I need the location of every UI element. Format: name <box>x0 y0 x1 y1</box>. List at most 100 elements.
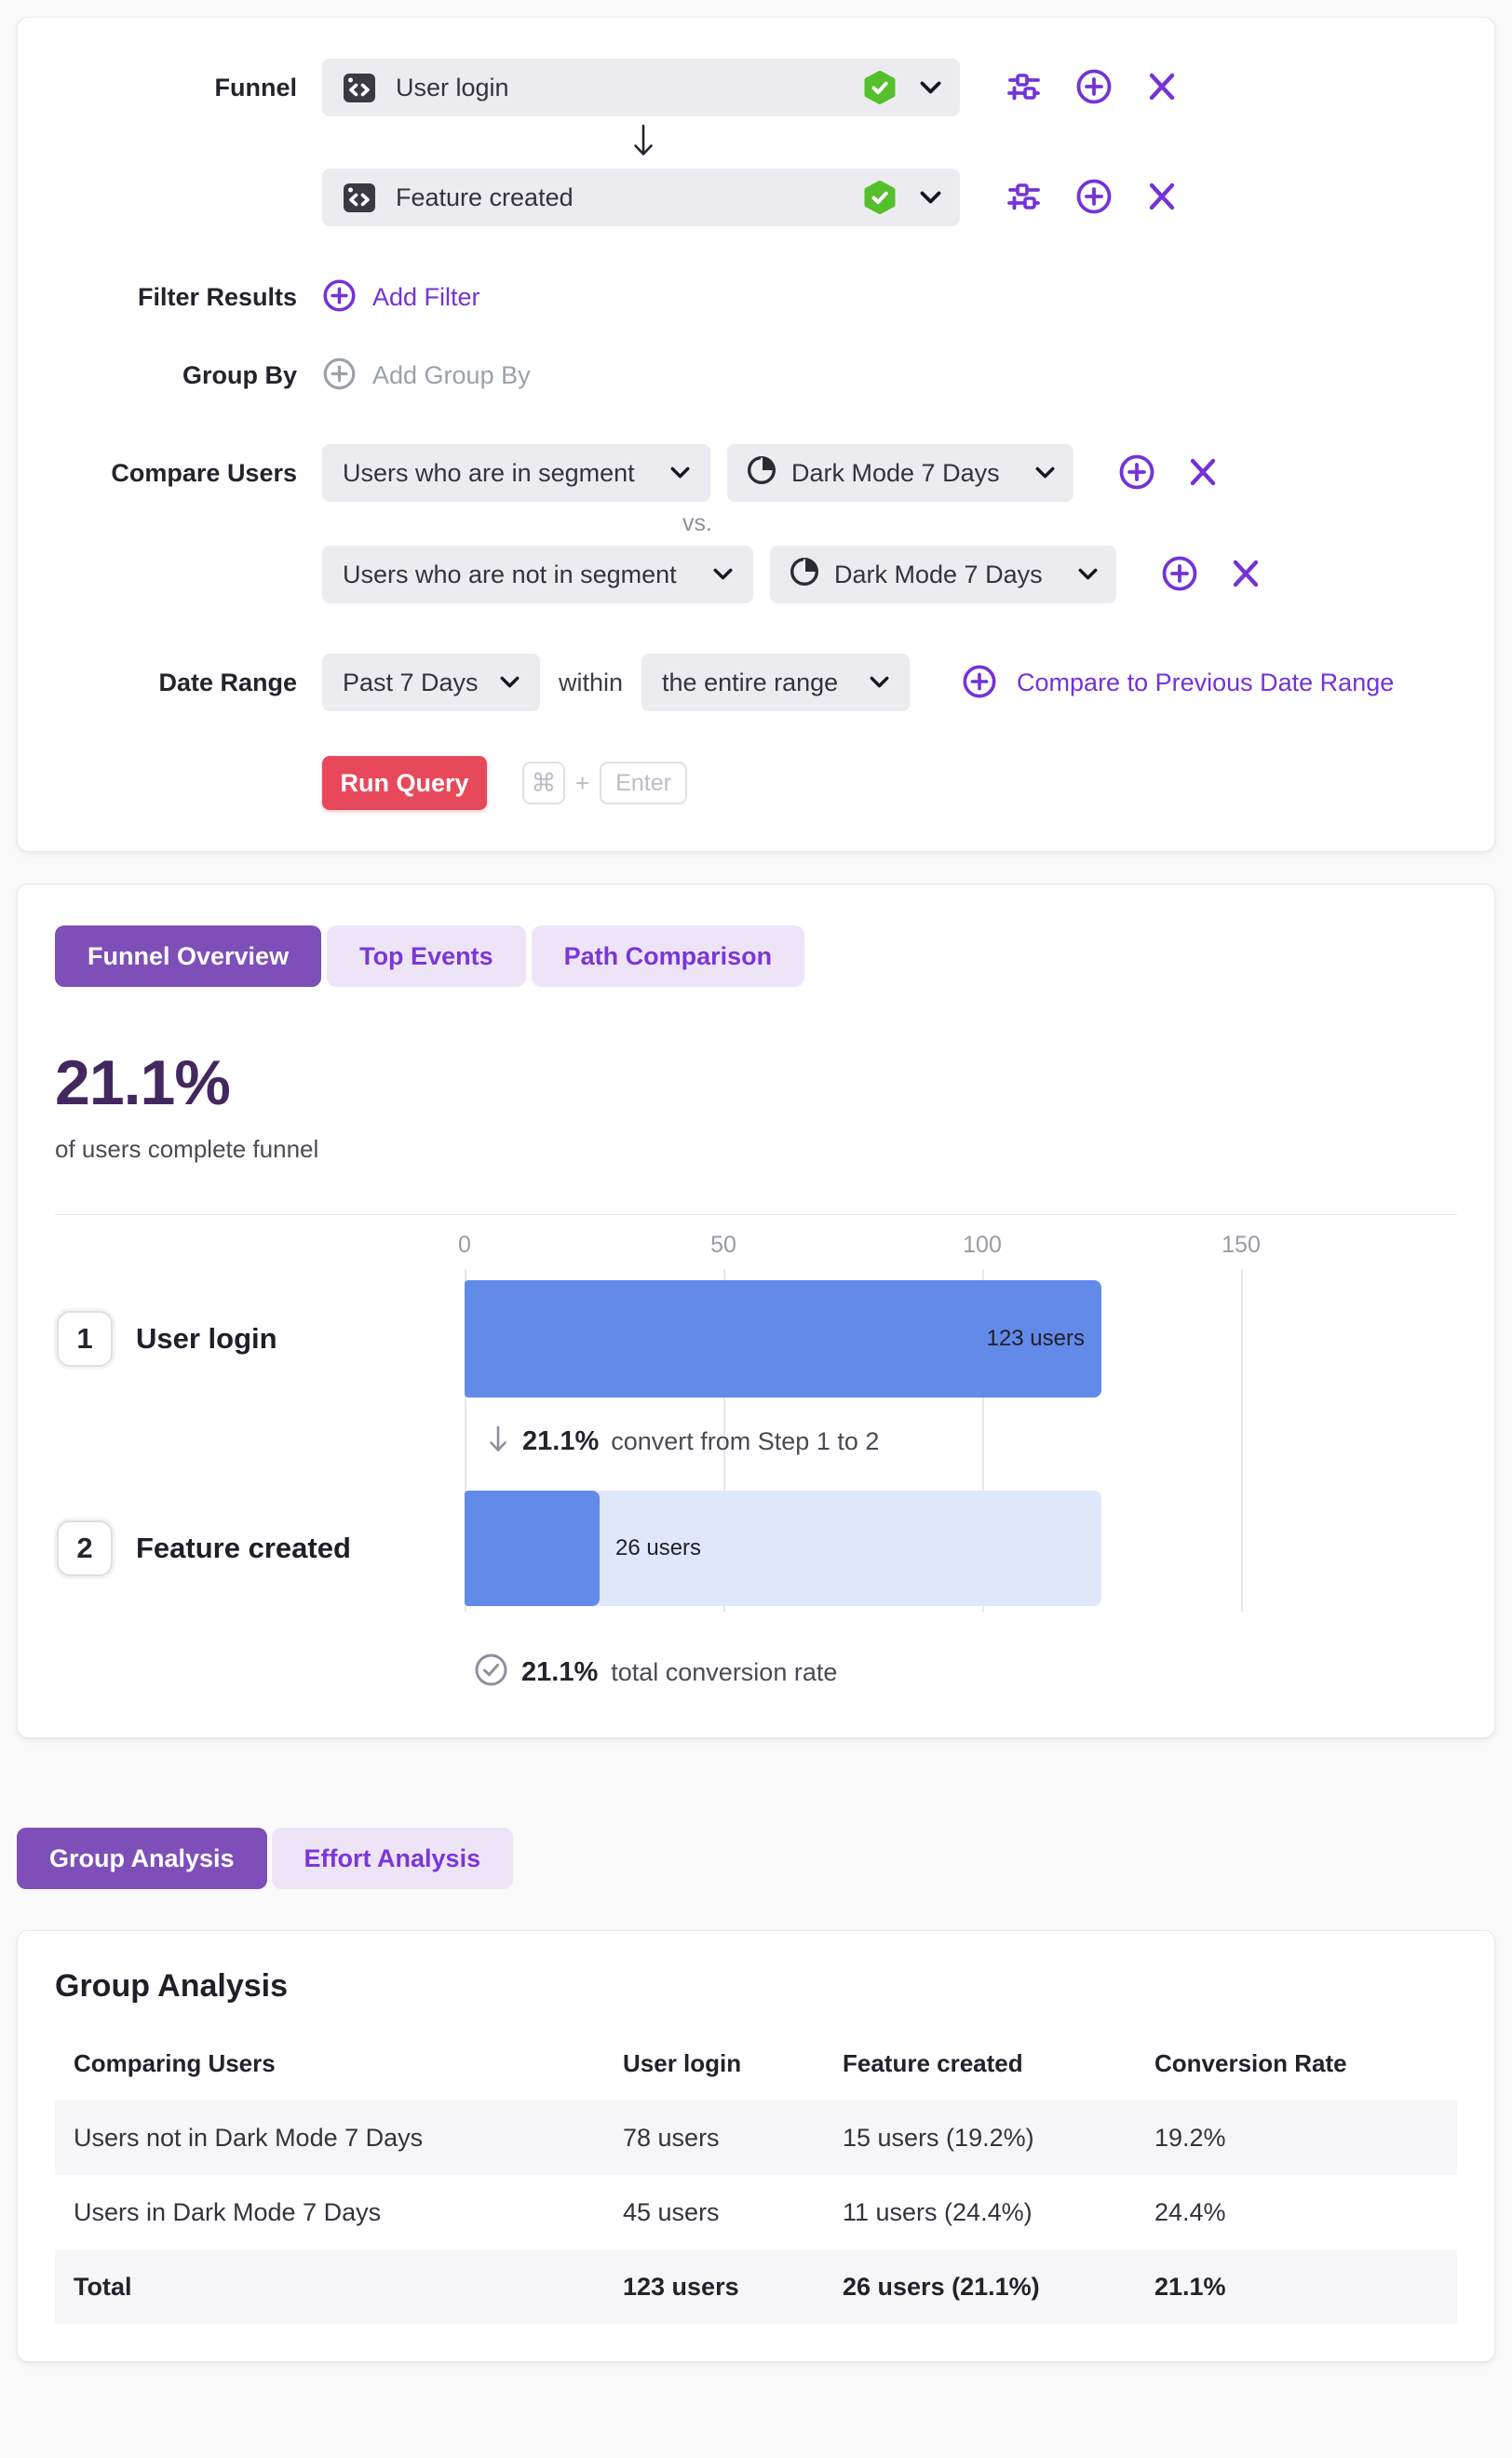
funnel-step-1-event-name: User login <box>396 73 509 101</box>
add-group-by-button[interactable]: Add Group By <box>322 357 531 394</box>
gridline <box>1241 1269 1243 1612</box>
x-tick-150: 150 <box>1222 1232 1261 1258</box>
step-2-actions <box>1006 178 1178 218</box>
compare-1-add-button[interactable] <box>1118 453 1155 493</box>
x-icon <box>1146 71 1178 105</box>
compare-users-row-2: Users who are not in segment Dark Mode 7… <box>55 546 1457 603</box>
arrow-down-icon <box>486 1425 510 1459</box>
conversion-headline: 21.1% <box>55 1047 231 1118</box>
compare-2-remove-button[interactable] <box>1230 558 1262 592</box>
step-2-configure-button[interactable] <box>1006 179 1042 217</box>
verified-shield-icon <box>862 180 898 215</box>
x-icon <box>1146 181 1178 215</box>
compare-previous-date-range-button[interactable]: Compare to Previous Date Range <box>962 664 1394 702</box>
within-label: within <box>559 668 624 696</box>
compare-2-add-button[interactable] <box>1161 555 1198 595</box>
plus-circle-icon <box>962 664 997 702</box>
x-icon <box>1230 558 1262 592</box>
table-row: Users in Dark Mode 7 Days 45 users 11 us… <box>74 2197 1226 2226</box>
plus-circle-icon <box>1075 68 1113 108</box>
filter-results-label: Filter Results <box>137 282 297 311</box>
chevron-down-icon <box>500 676 520 689</box>
date-window-value: the entire range <box>662 668 839 696</box>
results-tabs: Funnel Overview Top Events Path Comparis… <box>55 925 1457 987</box>
tab-funnel-overview[interactable]: Funnel Overview <box>55 925 322 987</box>
step-2-name: Feature created <box>136 1532 351 1564</box>
step-1-number: 1 <box>57 1311 113 1367</box>
step-2-bar-track: 26 users <box>465 1491 1101 1606</box>
group-by-label: Group By <box>182 360 297 389</box>
chevron-down-icon <box>920 81 941 95</box>
tab-top-events[interactable]: Top Events <box>327 925 526 987</box>
filter-results-row: Filter Results Add Filter <box>55 278 1457 316</box>
step-conversion-annotation: 21.1% convert from Step 1 to 2 <box>486 1418 879 1465</box>
funnel-label: Funnel <box>214 73 298 101</box>
col-conversion-rate: Conversion Rate <box>1154 2049 1347 2077</box>
add-filter-label: Add Filter <box>372 282 480 311</box>
sliders-icon <box>1006 179 1042 217</box>
add-group-by-label: Add Group By <box>372 360 531 389</box>
step-2-add-step-button[interactable] <box>1075 178 1113 218</box>
cmd-key-icon: ⌘ <box>522 762 565 804</box>
group-analysis-table: Comparing Users User login Feature creat… <box>55 2038 1457 2324</box>
conversion-headline-caption: of users complete funnel <box>55 1135 319 1163</box>
x-tick-50: 50 <box>710 1232 736 1258</box>
compare-2-type-dropdown[interactable]: Users who are not in segment <box>322 546 753 603</box>
table-header-row: Comparing Users User login Feature creat… <box>55 2038 1457 2100</box>
chevron-down-icon <box>920 191 941 205</box>
compare-2-segment-dropdown[interactable]: Dark Mode 7 Days <box>770 546 1116 603</box>
gridline <box>465 1269 466 1612</box>
pie-chart-icon <box>789 556 820 594</box>
chevron-down-icon <box>1035 466 1055 479</box>
funnel-step-1-dropdown[interactable]: User login <box>322 59 960 116</box>
enter-key: Enter <box>600 762 687 804</box>
verified-shield-icon <box>862 70 898 105</box>
funnel-step-2-dropdown[interactable]: Feature created <box>322 169 960 226</box>
compare-1-segment-dropdown[interactable]: Dark Mode 7 Days <box>727 444 1073 502</box>
step-1-configure-button[interactable] <box>1006 69 1042 107</box>
step-1-add-step-button[interactable] <box>1075 68 1113 108</box>
total-conversion-annotation: 21.1% total conversion rate <box>474 1653 837 1692</box>
compare-1-type-dropdown[interactable]: Users who are in segment <box>322 444 710 502</box>
tab-effort-analysis[interactable]: Effort Analysis <box>271 1828 514 1889</box>
date-range-row: Date Range Past 7 Days within the entire… <box>55 654 1457 711</box>
compare-1-type-value: Users who are in segment <box>343 458 635 487</box>
col-user-login: User login <box>623 2049 742 2077</box>
step-2-remove-button[interactable] <box>1146 181 1178 215</box>
plus-circle-icon <box>1075 178 1113 218</box>
chevron-down-icon <box>870 676 889 689</box>
group-by-row: Group By Add Group By <box>55 357 1457 394</box>
tab-group-analysis[interactable]: Group Analysis <box>17 1828 267 1889</box>
chevron-down-icon <box>713 568 733 581</box>
x-tick-100: 100 <box>963 1232 1002 1258</box>
run-query-button[interactable]: Run Query <box>322 756 487 810</box>
step-1-name: User login <box>136 1322 277 1355</box>
date-window-dropdown[interactable]: the entire range <box>641 654 911 711</box>
plus-circle-icon <box>1118 453 1155 493</box>
group-analysis-card: Group Analysis Comparing Users User logi… <box>17 1930 1495 2362</box>
step-1-label: 1 User login <box>57 1280 277 1398</box>
funnel-step-1-row: Funnel User login <box>55 59 1457 116</box>
step-2-value: 26 users <box>615 1535 702 1560</box>
compare-users-row-1: Compare Users Users who are in segment D… <box>55 444 1457 502</box>
step-1-bar[interactable]: 123 users <box>465 1280 1101 1398</box>
compare-1-segment-value: Dark Mode 7 Days <box>791 458 1000 487</box>
table-row: Users not in Dark Mode 7 Days 78 users 1… <box>55 2100 1457 2175</box>
compare-2-segment-value: Dark Mode 7 Days <box>834 560 1043 588</box>
date-range-dropdown[interactable]: Past 7 Days <box>322 654 540 711</box>
funnel-bar-chart: 0 50 100 150 1 User login 123 users 21.1… <box>55 1232 1457 1711</box>
plus-circle-icon <box>1161 555 1198 595</box>
tab-path-comparison[interactable]: Path Comparison <box>531 925 805 987</box>
col-comparing-users: Comparing Users <box>74 2049 276 2077</box>
event-icon <box>341 69 378 106</box>
event-icon <box>341 179 378 216</box>
table-total-row: Total 123 users 26 users (21.1%) 21.1% <box>55 2249 1457 2324</box>
divider <box>55 1214 1457 1215</box>
add-filter-button[interactable]: Add Filter <box>322 278 480 316</box>
funnel-flow-row <box>55 116 1457 169</box>
step-1-actions <box>1006 68 1178 108</box>
step-1-remove-button[interactable] <box>1146 71 1178 105</box>
compare-1-remove-button[interactable] <box>1187 456 1219 491</box>
step-2-bar[interactable] <box>465 1491 600 1606</box>
step-1-value: 123 users <box>986 1326 1085 1351</box>
